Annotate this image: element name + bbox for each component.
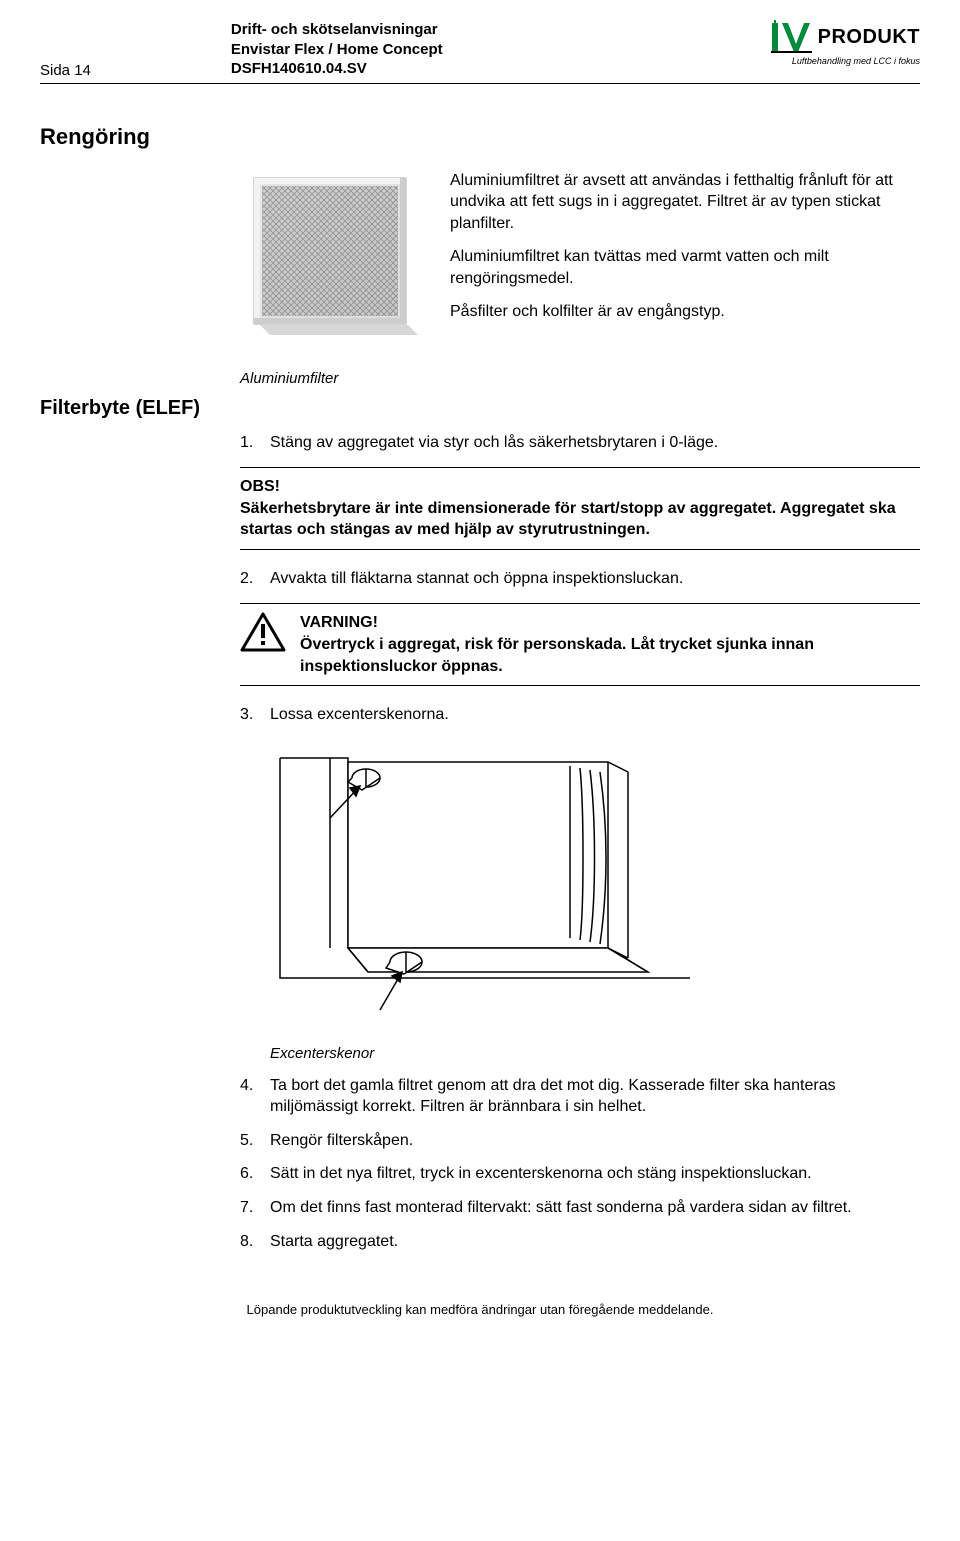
page-container: Sida 14 Drift- och skötselanvisningar En… (0, 0, 960, 1357)
section-rengoring-title: Rengöring (40, 124, 920, 150)
section-filterbyte-title: Filterbyte (ELEF) (40, 397, 920, 420)
content: Rengöring (40, 124, 920, 1318)
step-4-num: 4. (240, 1075, 260, 1118)
step-7-text: Om det finns fast monterad filtervakt: s… (270, 1197, 852, 1219)
doc-title-line1: Drift- och skötselanvisningar (231, 20, 443, 40)
logo-block: PRODUKT Luftbehandling med LCC i fokus (770, 20, 920, 66)
obs-title: OBS! (240, 476, 920, 498)
step-2-text: Avvakta till fläktarna stannat och öppna… (270, 568, 683, 590)
warning-icon (240, 612, 286, 652)
intro-row: Aluminiumfiltret är avsett att användas … (240, 170, 920, 340)
step-3-num: 3. (240, 704, 260, 726)
warning-text: VARNING! Övertryck i aggregat, risk för … (300, 612, 920, 677)
logo-tagline: Luftbehandling med LCC i fokus (792, 56, 920, 66)
obs-note: OBS! Säkerhetsbrytare är inte dimensione… (240, 467, 920, 550)
excenter-caption: Excenterskenor (270, 1044, 920, 1064)
step-4-text: Ta bort det gamla filtret genom att dra … (270, 1075, 920, 1118)
excenter-diagram (270, 748, 700, 1028)
intro-p1: Aluminiumfiltret är avsett att användas … (450, 170, 920, 235)
step-1-num: 1. (240, 432, 260, 454)
step-5-text: Rengör filterskåpen. (270, 1130, 413, 1152)
step-5-num: 5. (240, 1130, 260, 1152)
intro-text: Aluminiumfiltret är avsett att användas … (450, 170, 920, 340)
doc-title-line3: DSFH140610.04.SV (231, 59, 443, 79)
step-6: 6. Sätt in det nya filtret, tryck in exc… (240, 1163, 920, 1185)
intro-p2: Aluminiumfiltret kan tvättas med varmt v… (450, 246, 920, 289)
logo: PRODUKT (770, 20, 920, 54)
aluminiumfilter-caption: Aluminiumfilter (240, 370, 920, 387)
step-1: 1. Stäng av aggregatet via styr och lås … (240, 432, 920, 454)
step-3: 3. Lossa excenterskenorna. (240, 704, 920, 726)
step-2: 2. Avvakta till fläktarna stannat och öp… (240, 568, 920, 590)
document-title-block: Drift- och skötselanvisningar Envistar F… (231, 20, 443, 79)
steps-block: 1. Stäng av aggregatet via styr och lås … (240, 432, 920, 1253)
step-1-text: Stäng av aggregatet via styr och lås säk… (270, 432, 718, 454)
page-header: Sida 14 Drift- och skötselanvisningar En… (40, 0, 920, 84)
step-8: 8. Starta aggregatet. (240, 1231, 920, 1253)
logo-text: PRODUKT (818, 26, 920, 49)
step-7-num: 7. (240, 1197, 260, 1219)
obs-body: Säkerhetsbrytare är inte dimensionerade … (240, 498, 920, 541)
warning-body: Övertryck i aggregat, risk för personska… (300, 634, 920, 677)
step-8-num: 8. (240, 1231, 260, 1253)
step-4: 4. Ta bort det gamla filtret genom att d… (240, 1075, 920, 1118)
aluminium-filter-image (240, 170, 420, 340)
step-2-num: 2. (240, 568, 260, 590)
step-3-text: Lossa excenterskenorna. (270, 704, 449, 726)
step-7: 7. Om det finns fast monterad filtervakt… (240, 1197, 920, 1219)
logo-iv-icon (770, 20, 814, 54)
page-footer: Löpande produktutveckling kan medföra än… (40, 1302, 920, 1317)
warning-title: VARNING! (300, 612, 920, 634)
intro-p3: Påsfilter och kolfilter är av engångstyp… (450, 301, 920, 323)
page-number: Sida 14 (40, 62, 91, 79)
doc-title-line2: Envistar Flex / Home Concept (231, 40, 443, 60)
step-5: 5. Rengör filterskåpen. (240, 1130, 920, 1152)
header-left: Sida 14 Drift- och skötselanvisningar En… (40, 20, 443, 79)
step-8-text: Starta aggregatet. (270, 1231, 398, 1253)
step-6-text: Sätt in det nya filtret, tryck in excent… (270, 1163, 812, 1185)
step-6-num: 6. (240, 1163, 260, 1185)
warning-note: VARNING! Övertryck i aggregat, risk för … (240, 603, 920, 686)
